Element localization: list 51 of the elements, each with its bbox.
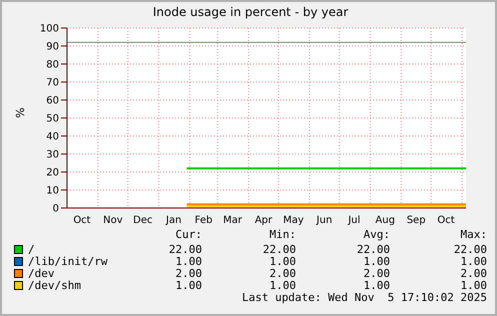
text: 22.00 [454, 243, 487, 256]
x-tick-label: Mar [223, 215, 243, 226]
legend-label: /lib/init/rw [28, 255, 108, 268]
y-tick-label: 60 [46, 96, 59, 107]
x-tick-label: Dec [133, 215, 152, 226]
x-tick-label: Feb [194, 215, 213, 226]
chart-title: Inode usage in percent - by year [152, 5, 350, 19]
x-tick-label: Apr [254, 215, 274, 226]
y-tick-label: 80 [46, 60, 59, 71]
x-tick-label: May [283, 215, 304, 226]
text: Cur: [176, 228, 202, 241]
x-tick-label: Oct [73, 215, 91, 226]
x-tick-label: Oct [437, 215, 455, 226]
text: 2.00 [270, 267, 296, 280]
y-tick-label: 40 [46, 132, 59, 143]
text: 2.00 [176, 267, 202, 280]
text: Min: [270, 228, 296, 241]
y-axis-title: % [14, 108, 27, 118]
y-tick-label: 50 [46, 114, 59, 125]
x-tick-label: Jan [165, 215, 182, 226]
y-tick-label: 90 [46, 42, 59, 53]
text: 22.00 [168, 243, 202, 256]
text: 22.00 [262, 243, 296, 256]
x-tick-label: Jul [347, 215, 360, 226]
y-tick-label: 30 [46, 150, 59, 161]
text: 2.00 [460, 267, 487, 280]
text: 1.00 [460, 255, 487, 268]
text: Last update: Wed Nov 5 17:10:02 2025 [242, 291, 487, 304]
text: 22.00 [356, 243, 390, 256]
y-tick-label: 100 [40, 24, 59, 35]
text: 1.00 [460, 279, 487, 292]
text: 1.00 [364, 255, 390, 268]
text: Avg: [364, 228, 390, 241]
legend-label: / [28, 243, 35, 256]
text: 1.00 [270, 255, 296, 268]
x-tick-label: Jun [316, 215, 332, 226]
y-tick-label: 10 [46, 186, 59, 197]
y-tick-label: 0 [52, 204, 59, 215]
text: Max: [460, 228, 487, 241]
y-tick-label: 20 [46, 168, 59, 179]
text: 1.00 [364, 279, 390, 292]
text: 1.00 [270, 279, 296, 292]
legend-label: /dev/shm [28, 279, 81, 292]
legend-label: /dev [28, 267, 54, 280]
text: 2.00 [364, 267, 390, 280]
text: 1.00 [176, 279, 202, 292]
x-tick-label: Aug [375, 215, 395, 226]
text: 1.00 [176, 255, 202, 268]
x-tick-label: Nov [103, 215, 123, 226]
x-tick-label: Sep [406, 215, 426, 226]
y-tick-label: 70 [46, 78, 59, 89]
